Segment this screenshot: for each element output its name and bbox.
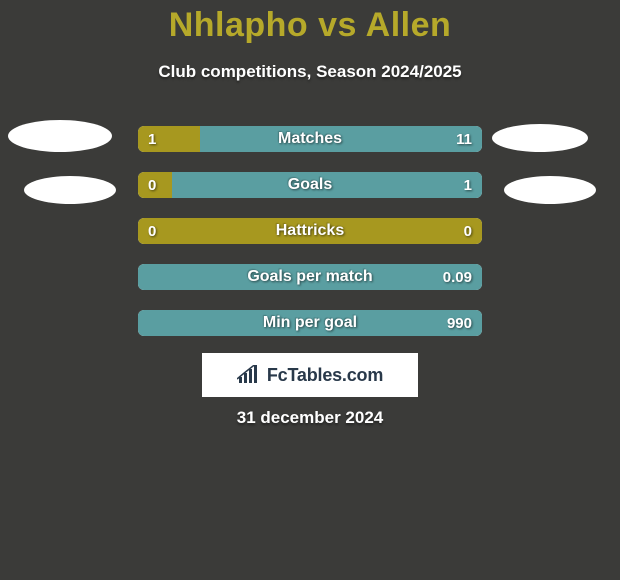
- player-oval: [504, 176, 596, 204]
- stat-row: Min per goal990: [138, 310, 482, 336]
- stat-value-right: 990: [447, 310, 472, 336]
- stat-value-left: 0: [148, 218, 156, 244]
- player-oval: [492, 124, 588, 152]
- stat-label: Min per goal: [138, 310, 482, 336]
- fctables-logo: FcTables.com: [202, 353, 418, 397]
- player-oval: [8, 120, 112, 152]
- stat-row: Goals0 1: [138, 172, 482, 198]
- snapshot-date: 31 december 2024: [0, 408, 620, 428]
- page-title: Nhlapho vs Allen: [0, 6, 620, 45]
- stat-row: Matches111: [138, 126, 482, 152]
- comparison-infographic: Nhlapho vs Allen Club competitions, Seas…: [0, 0, 620, 580]
- stat-value-right: 0.09: [443, 264, 472, 290]
- stat-label: Hattricks: [138, 218, 482, 244]
- logo-text: FcTables.com: [267, 365, 383, 386]
- stat-row: Goals per match0.09: [138, 264, 482, 290]
- stat-label: Goals per match: [138, 264, 482, 290]
- page-subtitle: Club competitions, Season 2024/2025: [0, 62, 620, 82]
- stat-value-left: 1: [148, 126, 156, 152]
- player-oval: [24, 176, 116, 204]
- bar-chart-icon: [237, 365, 261, 385]
- stat-value-right: 1: [464, 172, 472, 198]
- stat-label: Goals: [138, 172, 482, 198]
- stat-row: Hattricks0 0: [138, 218, 482, 244]
- stat-value-right: 11: [456, 126, 472, 152]
- stat-value-left: 0: [148, 172, 156, 198]
- stat-label: Matches: [138, 126, 482, 152]
- stat-value-right: 0: [464, 218, 472, 244]
